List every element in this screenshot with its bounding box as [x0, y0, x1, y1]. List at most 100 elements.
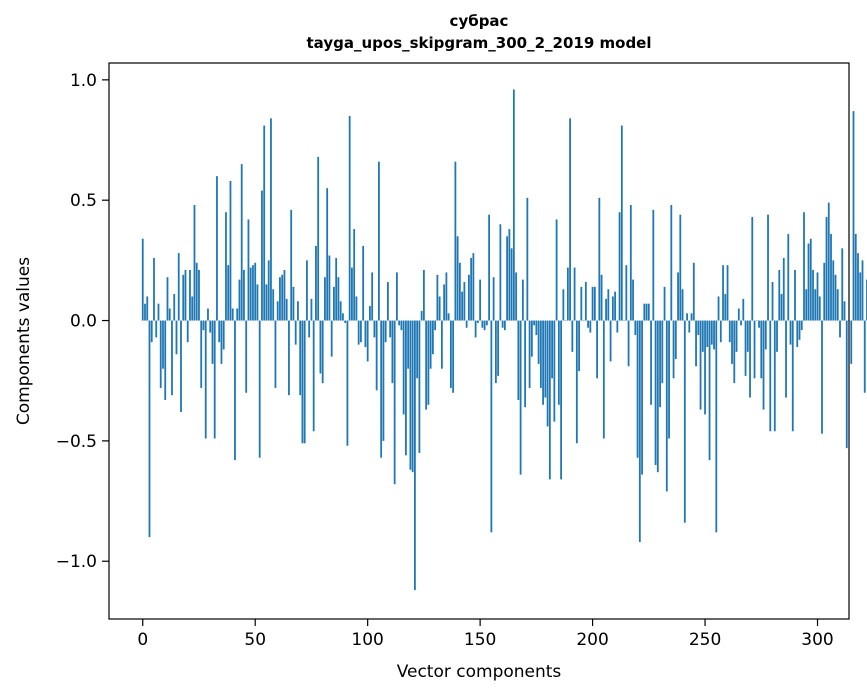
bar [207, 309, 209, 321]
bar [322, 321, 324, 384]
bar [808, 244, 810, 321]
bar [317, 157, 319, 321]
bar [794, 270, 796, 321]
bar [299, 321, 301, 396]
bar [580, 287, 582, 321]
bar [569, 118, 571, 320]
bar [297, 301, 299, 320]
bar [700, 321, 702, 410]
bar [209, 321, 211, 333]
bar [241, 164, 243, 320]
bar [830, 234, 832, 321]
bar [353, 229, 355, 320]
bar [558, 321, 560, 405]
bar [302, 321, 304, 444]
bar [711, 321, 713, 345]
bar [783, 258, 785, 321]
bar [257, 284, 259, 320]
bar [342, 313, 344, 320]
bar [419, 321, 421, 453]
bar [279, 277, 281, 320]
bar [666, 321, 668, 492]
bar [362, 246, 364, 321]
bar [454, 162, 456, 321]
bar [646, 304, 648, 321]
bar [468, 275, 470, 321]
bar [814, 289, 816, 320]
bar [657, 321, 659, 473]
bar [594, 287, 596, 321]
bar [673, 321, 675, 379]
bar [173, 294, 175, 320]
bar [338, 277, 340, 320]
bar [178, 253, 180, 320]
bar [475, 321, 477, 338]
bar [522, 280, 524, 321]
bar [747, 321, 749, 352]
bar [751, 217, 753, 320]
bar [239, 280, 241, 321]
bar [293, 287, 295, 321]
bar [277, 301, 279, 320]
bar [607, 289, 609, 320]
bar [504, 321, 506, 331]
bar [715, 321, 717, 533]
bar [225, 212, 227, 320]
bar [466, 321, 468, 328]
bar [326, 188, 328, 320]
bar [311, 299, 313, 321]
bar [585, 282, 587, 321]
bar [819, 296, 821, 320]
bar [189, 270, 191, 321]
bar [553, 321, 555, 422]
bar [567, 268, 569, 321]
bar [245, 321, 247, 393]
bar [796, 321, 798, 347]
bar [729, 321, 731, 343]
bar [850, 321, 852, 364]
bar [479, 280, 481, 321]
bar [230, 181, 232, 321]
bar [427, 321, 429, 405]
bar [443, 284, 445, 320]
x-tick-label: 200 [576, 630, 608, 650]
bar [763, 321, 765, 410]
bar [749, 321, 751, 398]
bar [535, 321, 537, 335]
bar [205, 321, 207, 439]
bar [549, 321, 551, 480]
bar [169, 309, 171, 321]
x-tick-label: 100 [351, 630, 383, 650]
bar [254, 263, 256, 321]
bar [434, 321, 436, 331]
bar [234, 321, 236, 461]
bar [785, 321, 787, 398]
bar [313, 321, 315, 432]
bar [630, 205, 632, 321]
bar [320, 321, 322, 374]
bar [823, 263, 825, 321]
bar [389, 321, 391, 338]
bar [349, 116, 351, 321]
bar [333, 287, 335, 321]
bar [308, 321, 310, 338]
bar [151, 321, 153, 343]
bar [571, 321, 573, 352]
bar [722, 265, 724, 320]
bar [621, 126, 623, 321]
bar [799, 321, 801, 340]
bar [344, 321, 346, 323]
bar [463, 282, 465, 321]
bar [272, 289, 274, 320]
bar [742, 299, 744, 321]
bar [499, 224, 501, 320]
bar [412, 321, 414, 473]
bar [639, 321, 641, 542]
bar [414, 321, 416, 591]
bar [142, 239, 144, 321]
bar [551, 321, 553, 379]
bar [772, 282, 774, 321]
bar [634, 321, 636, 335]
bar [540, 321, 542, 388]
